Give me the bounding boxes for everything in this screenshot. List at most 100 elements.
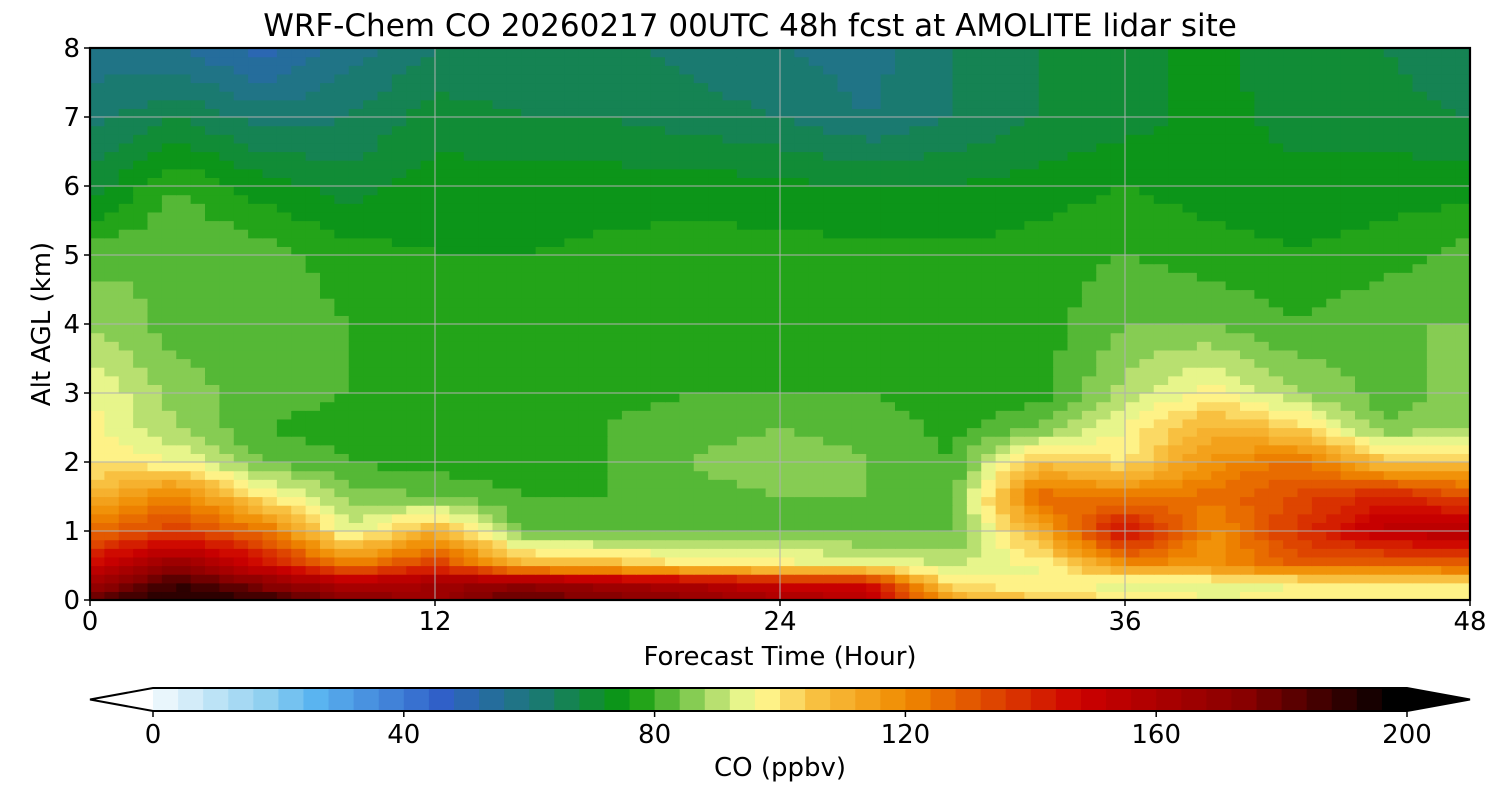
- heatmap-cell: [118, 177, 134, 187]
- heatmap-cell: [205, 220, 220, 230]
- heatmap-cell: [248, 436, 264, 446]
- heatmap-cell: [190, 160, 206, 170]
- heatmap-cell: [176, 513, 192, 523]
- heatmap-cell: [521, 444, 537, 454]
- heatmap-cell: [492, 539, 508, 549]
- heatmap-cell: [780, 393, 795, 403]
- heatmap-cell: [981, 410, 997, 420]
- heatmap-cell: [981, 289, 997, 299]
- heatmap-cell: [895, 393, 910, 403]
- heatmap-cell: [564, 375, 580, 385]
- heatmap-cell: [420, 237, 436, 247]
- heatmap-cell: [837, 220, 853, 230]
- heatmap-cell: [320, 168, 335, 178]
- heatmap-cell: [291, 246, 307, 256]
- heatmap-cell: [1311, 479, 1327, 489]
- heatmap-cell: [938, 436, 954, 446]
- heatmap-cell: [650, 151, 666, 161]
- heatmap-cell: [1355, 367, 1370, 377]
- heatmap-cell: [823, 444, 839, 454]
- heatmap-cell: [1010, 539, 1025, 549]
- heatmap-cell: [780, 280, 795, 291]
- heatmap-cell: [751, 487, 767, 498]
- heatmap-cell: [449, 565, 465, 575]
- heatmap-cell: [478, 401, 494, 411]
- heatmap-cell: [966, 410, 982, 420]
- heatmap-cell: [435, 168, 450, 178]
- heatmap-cell: [607, 582, 623, 592]
- heatmap-cell: [449, 298, 465, 308]
- heatmap-cell: [478, 272, 494, 282]
- heatmap-cell: [966, 367, 982, 377]
- heatmap-cell: [1297, 367, 1313, 377]
- heatmap-cell: [823, 375, 839, 385]
- heatmap-cell: [248, 367, 264, 377]
- heatmap-cell: [291, 194, 307, 204]
- heatmap-cell: [607, 591, 623, 601]
- heatmap-cell: [535, 384, 551, 394]
- heatmap-cell: [1110, 496, 1126, 506]
- heatmap-cell: [1340, 237, 1356, 247]
- heatmap-cell: [1067, 565, 1083, 575]
- heatmap-cell: [593, 393, 609, 403]
- heatmap-cell: [1010, 324, 1025, 334]
- heatmap-cell: [1254, 436, 1270, 446]
- heatmap-cell: [506, 332, 522, 342]
- heatmap-cell: [276, 513, 292, 523]
- heatmap-cell: [722, 194, 738, 204]
- heatmap-cell: [104, 306, 120, 316]
- heatmap-cell: [1340, 349, 1356, 360]
- heatmap-cell: [909, 531, 925, 541]
- heatmap-cell: [1010, 194, 1025, 204]
- heatmap-cell: [391, 548, 407, 558]
- heatmap-cell: [1010, 255, 1025, 265]
- heatmap-cell: [1254, 531, 1270, 541]
- heatmap-cell: [665, 453, 680, 463]
- heatmap-cell: [291, 531, 307, 541]
- heatmap-cell: [420, 349, 436, 360]
- heatmap-cell: [665, 591, 680, 601]
- heatmap-cell: [593, 479, 609, 489]
- heatmap-cell: [880, 272, 896, 282]
- heatmap-cell: [233, 565, 249, 575]
- heatmap-cell: [435, 479, 450, 489]
- heatmap-cell: [334, 358, 350, 368]
- heatmap-cell: [1168, 462, 1184, 472]
- heatmap-cell: [1096, 341, 1112, 351]
- heatmap-cell: [190, 280, 206, 291]
- heatmap-cell: [1383, 211, 1399, 222]
- heatmap-cell: [1240, 220, 1255, 230]
- heatmap-cell: [1110, 436, 1126, 446]
- heatmap-cell: [578, 556, 594, 567]
- heatmap-cell: [794, 341, 810, 351]
- heatmap-cell: [909, 246, 925, 256]
- heatmap-cell: [1326, 453, 1342, 463]
- heatmap-cell: [895, 375, 910, 385]
- heatmap-cell: [420, 358, 436, 368]
- heatmap-cell: [736, 410, 752, 420]
- heatmap-cell: [190, 401, 206, 411]
- heatmap-cell: [1254, 470, 1270, 480]
- heatmap-cell: [1096, 280, 1112, 291]
- heatmap-cell: [1412, 470, 1428, 480]
- heatmap-cell: [219, 505, 235, 515]
- heatmap-cell: [161, 367, 177, 377]
- heatmap-cell: [1311, 246, 1327, 256]
- heatmap-cell: [880, 427, 896, 437]
- heatmap-cell: [1326, 151, 1342, 161]
- heatmap-cell: [995, 582, 1011, 592]
- heatmap-cell: [1340, 384, 1356, 394]
- heatmap-cell: [1426, 255, 1442, 265]
- heatmap-cell: [1010, 186, 1025, 196]
- heatmap-cell: [564, 453, 580, 463]
- heatmap-cell: [1340, 229, 1356, 239]
- heatmap-cell: [420, 418, 436, 429]
- heatmap-cell: [736, 401, 752, 411]
- heatmap-cell: [722, 462, 738, 472]
- heatmap-cell: [133, 384, 149, 394]
- heatmap-cell: [1426, 505, 1442, 515]
- heatmap-cell: [219, 427, 235, 437]
- heatmap-cell: [808, 229, 824, 239]
- heatmap-cell: [1225, 280, 1241, 291]
- heatmap-cell: [981, 375, 997, 385]
